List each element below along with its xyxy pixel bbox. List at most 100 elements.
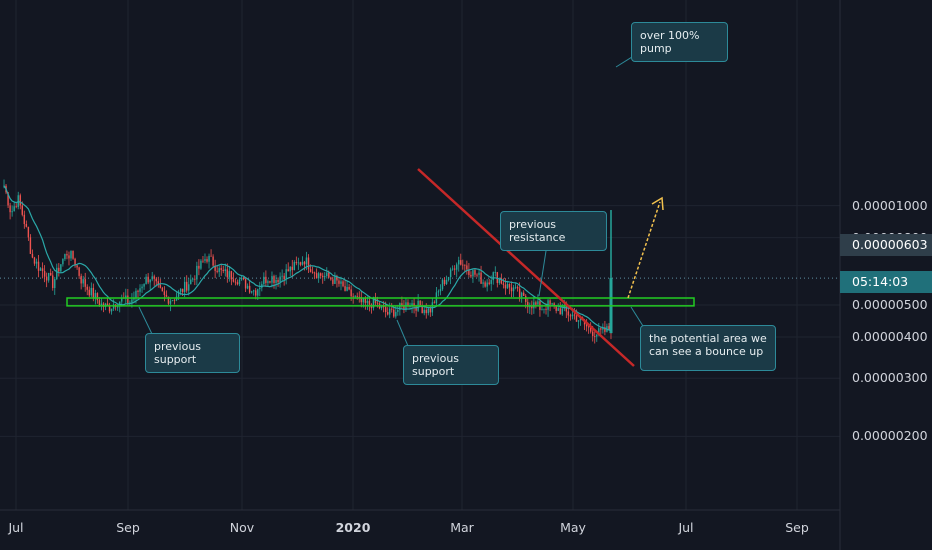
candle-body	[37, 261, 40, 271]
bounce-annotation[interactable]: the potential area we can see a bounce u…	[640, 325, 776, 371]
candle-body	[486, 282, 488, 287]
candle-body	[407, 302, 409, 307]
candle-body	[395, 311, 397, 317]
candle-body	[94, 293, 97, 299]
candle-body	[159, 284, 162, 288]
candle-body	[458, 260, 460, 265]
candle-body	[342, 281, 344, 287]
candle-body	[141, 286, 143, 289]
candle-body	[500, 278, 503, 284]
candle-body	[155, 278, 157, 282]
candle-body	[196, 265, 198, 280]
candle-body	[259, 287, 261, 290]
candle-body	[15, 206, 17, 208]
candle-body	[68, 255, 70, 259]
resistance-trendline	[417, 168, 635, 367]
candle-body	[35, 261, 38, 264]
candle-body	[525, 295, 527, 302]
candle-body	[287, 269, 289, 272]
forecast-arrow-line	[627, 201, 661, 299]
candle-body	[510, 287, 513, 292]
candle-body	[108, 305, 111, 312]
candle-body	[295, 262, 298, 264]
candle-body	[319, 273, 322, 276]
candle-body	[423, 309, 425, 314]
candle-body	[188, 284, 190, 291]
candle-body	[153, 276, 155, 279]
candle-body	[421, 306, 423, 314]
pump-annotation[interactable]: over 100% pump	[631, 22, 728, 62]
candle-body	[608, 326, 610, 330]
candle-body	[7, 192, 9, 206]
candle-body	[222, 269, 224, 272]
candle-body	[561, 308, 563, 315]
candle-body	[62, 259, 64, 265]
candle-body	[429, 308, 432, 313]
candle-body	[443, 279, 446, 284]
support-annotation-1[interactable]: previous support	[145, 333, 240, 373]
candle-body	[433, 302, 436, 304]
candle-body	[340, 281, 342, 284]
candle-body	[177, 291, 180, 297]
candle-body	[470, 274, 472, 277]
forecast-arrow-head	[651, 196, 664, 211]
candle-body	[88, 289, 90, 296]
candle-body	[472, 270, 474, 277]
candle-body	[386, 312, 389, 315]
candle-body	[285, 269, 287, 280]
candle-body	[139, 288, 141, 292]
candle-body	[194, 278, 196, 280]
support-annotation-2[interactable]: previous support	[403, 345, 499, 385]
candle-body	[255, 290, 257, 296]
price-tick-label: 0.00000500	[852, 297, 928, 312]
candle-body	[21, 205, 23, 215]
candle-body	[476, 274, 478, 276]
candle-body	[571, 314, 574, 317]
candle-body	[551, 303, 553, 305]
candle-body	[577, 320, 580, 322]
candle-body	[350, 289, 352, 297]
candle-body	[202, 260, 204, 262]
candle-body	[460, 260, 462, 265]
candle-body	[74, 258, 76, 266]
candle-body	[23, 214, 26, 224]
candle-body	[529, 306, 531, 308]
candle-body	[220, 268, 222, 270]
time-tick-label: May	[560, 520, 586, 535]
candle-body	[208, 255, 210, 262]
candle-body	[587, 326, 590, 328]
candle-body	[352, 296, 354, 298]
candle-body	[514, 286, 517, 288]
candle-body	[356, 296, 358, 297]
candle-body	[169, 301, 172, 304]
candle-body	[496, 272, 499, 283]
candle-body	[527, 301, 529, 308]
candle-body	[592, 331, 594, 337]
candle-body	[147, 276, 149, 283]
candle-body	[206, 259, 208, 262]
bounce-pointer	[630, 306, 644, 327]
candle-body	[52, 275, 54, 288]
candle-body	[265, 276, 267, 283]
candle-body	[557, 308, 559, 311]
price-tick-label: 0.00000400	[852, 328, 928, 344]
candle-body	[545, 308, 547, 310]
candle-body	[598, 328, 600, 335]
candle-body	[116, 306, 119, 308]
candle-body	[78, 267, 80, 276]
candle-body	[512, 287, 515, 292]
candle-body	[39, 268, 42, 271]
candle-body	[488, 282, 490, 284]
candle-body	[589, 327, 592, 332]
candle-body	[173, 300, 176, 301]
candle-body	[204, 259, 206, 261]
candle-body	[504, 284, 507, 289]
candle-body	[474, 270, 476, 275]
candle-body	[240, 277, 243, 280]
candle-body	[29, 237, 32, 254]
candle-body	[267, 281, 269, 283]
candle-body	[600, 328, 602, 330]
support-pointer-1	[138, 306, 153, 335]
candle-body	[145, 276, 147, 284]
resistance-annotation[interactable]: previous resistance	[500, 211, 607, 251]
